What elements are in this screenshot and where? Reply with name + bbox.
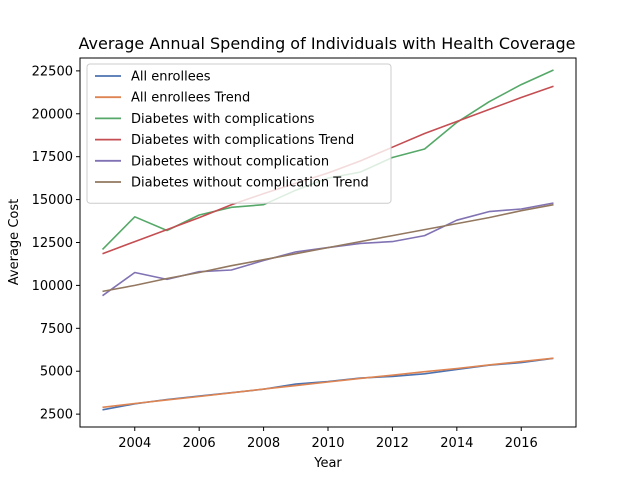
x-axis-label: Year [313, 456, 342, 471]
x-tick-label: 2010 [311, 436, 344, 451]
legend-entry: Diabetes without complication Trend [131, 176, 369, 191]
y-tick-label: 12500 [32, 236, 73, 251]
series-line-5 [102, 203, 554, 293]
x-tick-label: 2006 [183, 436, 216, 451]
y-tick-label: 10000 [32, 279, 73, 294]
legend-box [86, 63, 392, 204]
y-axis-label: Average Cost [7, 199, 22, 285]
y-tick-label: 17500 [32, 150, 73, 165]
x-tick-label: 2012 [376, 436, 409, 451]
y-tick-label: 2500 [40, 408, 73, 423]
x-tick-label: 2014 [440, 436, 473, 451]
legend-entry: All enrollees [131, 70, 211, 85]
y-tick-label: 5000 [40, 365, 73, 380]
y-tick-label: 20000 [32, 107, 73, 122]
x-tick-label: 2004 [118, 436, 151, 451]
series-line-1 [102, 357, 554, 409]
legend-entry: Diabetes with complications [131, 112, 315, 127]
y-tick-label: 15000 [32, 193, 73, 208]
y-tick-label: 22500 [32, 64, 73, 79]
x-tick-label: 2016 [505, 436, 538, 451]
x-tick-label: 2008 [247, 436, 280, 451]
legend: All enrollees All enrollees Trend Diabetes… [86, 63, 392, 204]
legend-entry: Diabetes without complication [131, 154, 329, 169]
series-line-4 [102, 202, 554, 297]
legend-entry: Diabetes with complications Trend [131, 133, 354, 148]
legend-entry: All enrollees Trend [131, 91, 250, 106]
chart-title: Average Annual Spending of Individuals w… [79, 34, 576, 53]
y-axis: 2500 5000 7500 10000 12500 15000 17500 20000 225… [32, 64, 80, 423]
y-tick-label: 7500 [40, 322, 73, 337]
x-axis: 2004 2006 2008 2010 2012 2014 2016 [118, 427, 538, 451]
